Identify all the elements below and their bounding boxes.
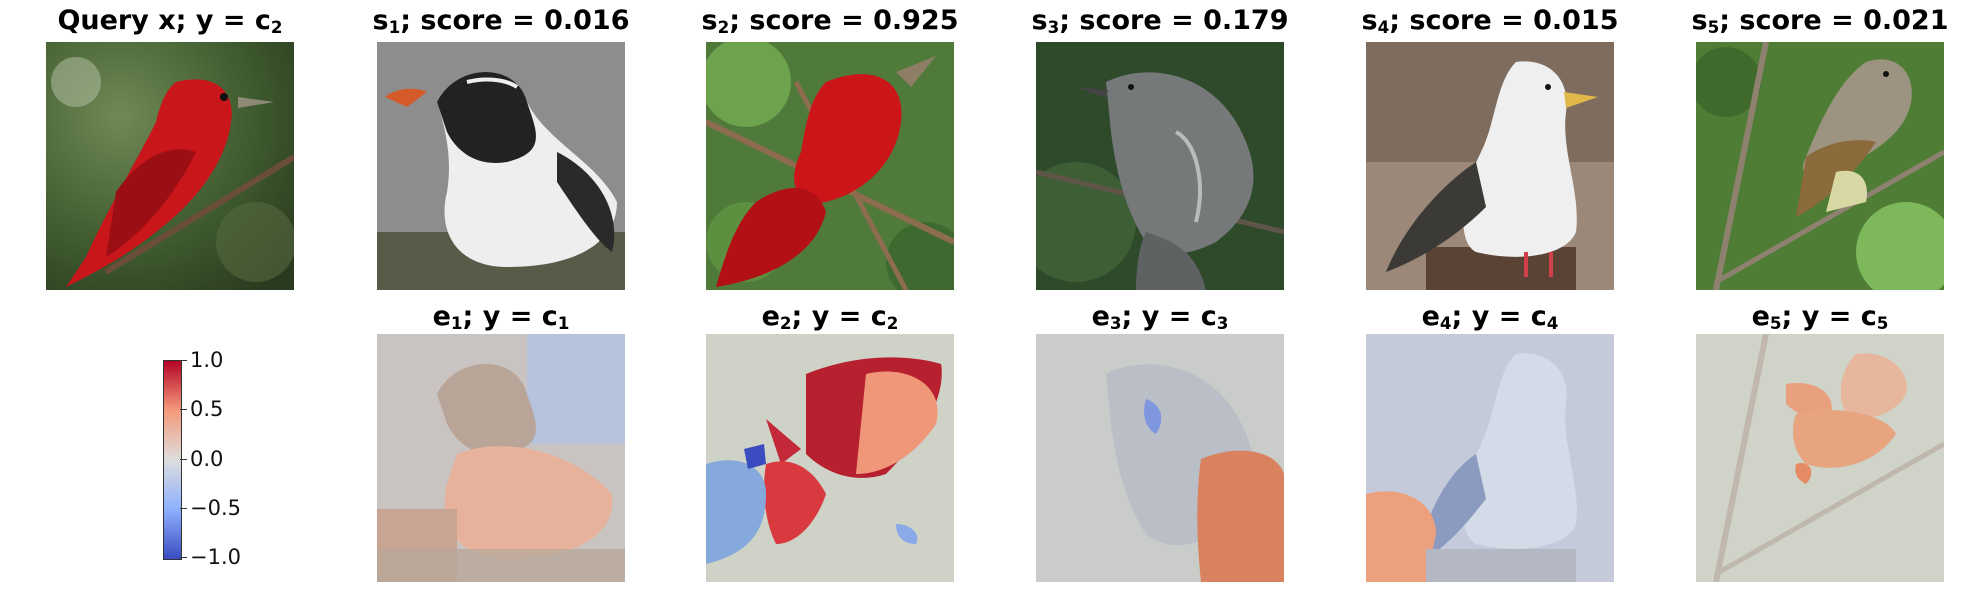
support-title: s5; score = 0.021	[1691, 5, 1949, 38]
explanation-title: e1; y = c1	[432, 301, 570, 334]
explanation-heatmap	[1036, 334, 1284, 582]
support-image	[1036, 42, 1284, 290]
support-title: s3; score = 0.179	[1031, 5, 1289, 38]
explanation-heatmap	[706, 334, 954, 582]
explanation-title: e3; y = c3	[1091, 301, 1229, 334]
support-title: s4; score = 0.015	[1361, 5, 1619, 38]
colorbar-tick-label: −0.5	[190, 496, 241, 520]
colorbar-tick-label: 0.0	[190, 447, 224, 471]
explanation-heatmap	[377, 334, 625, 582]
explanation-title: e4; y = c4	[1421, 301, 1559, 334]
explanation-heatmap	[1696, 334, 1944, 582]
query-title: Query x; y = c2	[57, 5, 283, 38]
colorbar-tick	[180, 409, 187, 410]
colorbar-tick	[180, 508, 187, 509]
explanation-title: e5; y = c5	[1751, 301, 1889, 334]
colorbar-tick	[180, 459, 187, 460]
colorbar-tick-label: −1.0	[190, 545, 241, 569]
colorbar-tick-label: 0.5	[190, 397, 224, 421]
support-image	[377, 42, 625, 290]
colorbar-tick-label: 1.0	[190, 348, 224, 372]
query-image	[46, 42, 294, 290]
colorbar-tick	[180, 360, 187, 361]
colorbar-tick	[180, 557, 187, 558]
support-image	[1696, 42, 1944, 290]
support-image	[706, 42, 954, 290]
explanation-heatmap	[1366, 334, 1614, 582]
explanation-title: e2; y = c2	[761, 301, 899, 334]
colorbar	[163, 360, 182, 560]
support-image	[1366, 42, 1614, 290]
support-title: s2; score = 0.925	[701, 5, 959, 38]
support-title: s1; score = 0.016	[372, 5, 630, 38]
